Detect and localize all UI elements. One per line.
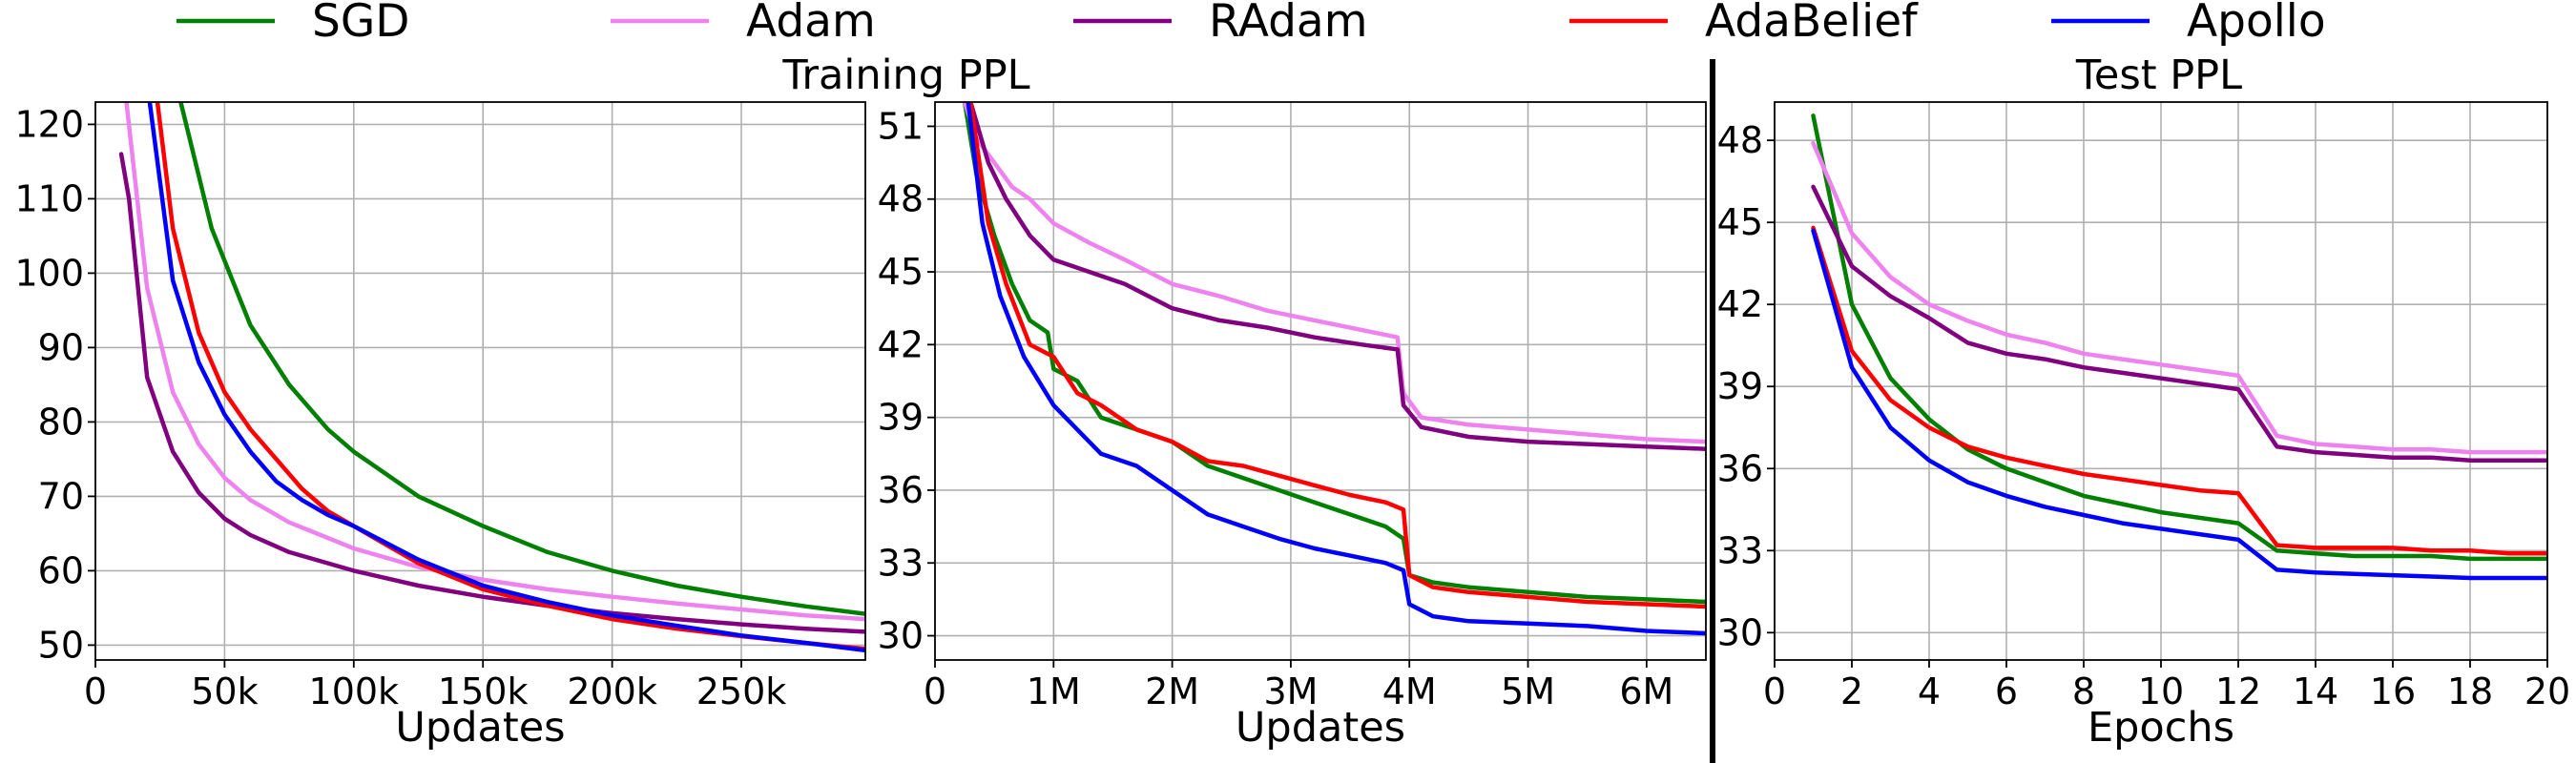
x-tick-label: 3M [1263,670,1318,712]
series-line-adam [124,102,865,622]
x-axis-label: Updates [395,704,565,752]
y-tick-label: 39 [1717,365,1763,407]
legend-label-apollo: Apollo [2187,0,2326,48]
series-group [118,102,865,653]
x-axis-label: Updates [1236,704,1405,752]
x-tick-label: 0 [1763,670,1786,712]
x-tick-label: 6M [1619,670,1673,712]
x-tick-label: 100k [309,670,400,712]
legend-label-adam: Adam [746,0,876,48]
series-line-sgd [178,102,865,616]
test-ppl-title: Test PPL [2075,52,2242,99]
legend-label-sgd: SGD [312,0,409,48]
plot-frame [934,101,1707,661]
y-tick-label: 48 [878,178,924,220]
y-tick-label: 33 [878,542,924,584]
plot-frame [94,101,866,661]
series-line-adam [1811,140,2547,455]
legend-label-adabelief: AdaBelief [1705,0,1919,48]
y-tick-label: 33 [1717,529,1763,571]
y-tick-label: 120 [14,103,84,145]
x-tick-label: 150k [438,670,529,712]
series-line-apollo [1811,228,2547,581]
x-tick-label: 0 [84,670,107,712]
series-line-adabelief [155,102,865,651]
y-tick-label: 50 [38,624,84,666]
x-tick-label: 6 [1995,670,2018,712]
y-tick-label: 90 [38,326,84,368]
y-tick-label: 110 [14,177,84,219]
x-tick-label: 1M [1027,670,1081,712]
x-tick-label: 200k [567,670,657,712]
series-group [1811,113,2547,581]
series-group [962,102,1706,636]
series-line-radam [968,102,1706,451]
y-tick-label: 42 [1717,283,1763,325]
series-line-apollo [966,102,1706,636]
y-tick-label: 80 [38,401,84,443]
panel-training-ppl: 0 1M 2M 3M 4M 5M 6M 30 33 36 39 42 45 48 51 Updates [878,101,1707,752]
y-tick-label: 51 [878,105,924,147]
x-tick-label: 20 [2524,670,2570,712]
x-tick-label: 14 [2293,670,2338,712]
x-tick-label: 50k [191,670,258,712]
series-line-apollo [147,102,865,653]
series-line-sgd [962,102,1706,605]
legend: SGD Adam RAdam AdaBelief Apollo [177,0,2326,48]
x-tick-label: 2 [1840,670,1863,712]
y-tick-label: 36 [878,469,924,511]
series-line-adabelief [968,102,1706,609]
series-line-adam [962,102,1706,444]
series-line-radam [1811,184,2547,463]
y-tick-label: 30 [1717,611,1763,653]
y-tick-label: 45 [1717,201,1763,243]
x-tick-label: 12 [2215,670,2261,712]
x-tick-label: 4 [1918,670,1941,712]
y-tick-label: 70 [38,475,84,517]
x-tick-label: 2M [1145,670,1199,712]
x-tick-label: 10 [2138,670,2184,712]
legend-label-radam: RAdam [1209,0,1368,48]
y-tick-label: 42 [878,323,924,365]
y-tick-label: 36 [1717,447,1763,489]
x-axis-label: Epochs [2088,704,2234,752]
x-tick-label: 4M [1382,670,1437,712]
x-tick-label: 16 [2370,670,2416,712]
y-tick-label: 60 [38,549,84,591]
series-line-sgd [1811,113,2547,562]
panel-updates-small: 0 50k 100k 150k 200k 250k 50 60 70 80 90 100 110 120 U… [14,101,866,752]
x-tick-label: 8 [2072,670,2095,712]
y-tick-label: 30 [878,615,924,657]
x-tick-label: 5M [1501,670,1555,712]
y-tick-label: 45 [878,251,924,293]
x-tick-label: 0 [924,670,946,712]
y-tick-label: 48 [1717,119,1763,161]
y-tick-label: 39 [878,397,924,439]
y-tick-label: 100 [14,252,84,294]
series-line-adabelief [1811,225,2547,556]
panel-test-ppl: 0 2 4 6 8 10 12 14 16 18 20 30 33 36 39 42 45 48 Epochs [1717,101,2570,752]
x-tick-label: 18 [2447,670,2493,712]
x-tick-label: 250k [696,670,787,712]
training-ppl-title: Training PPL [781,52,1029,99]
series-line-radam [118,152,865,634]
